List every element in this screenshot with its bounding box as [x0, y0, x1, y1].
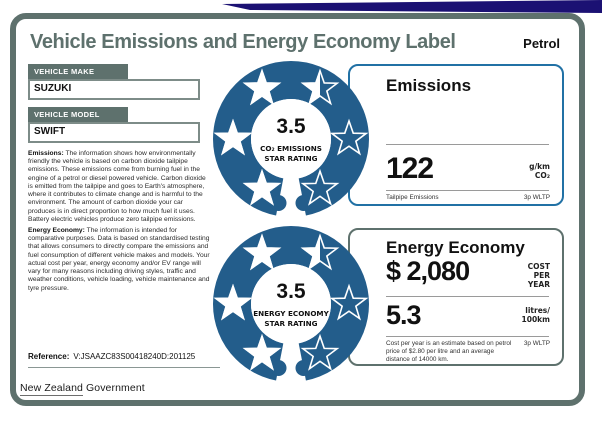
unit-per: PER — [533, 271, 550, 280]
star-icon — [213, 118, 253, 156]
star-icon — [242, 168, 282, 206]
divider — [386, 190, 549, 191]
vehicle-make-label: VEHICLE MAKE — [28, 64, 128, 79]
co2-emissions-star-badge: 3.5 CO₂ EMISSIONS STAR RATING — [213, 61, 369, 221]
unit-100km: 100km — [521, 315, 550, 324]
cost-estimate-footnote: Cost per year is an estimate based on pe… — [386, 340, 512, 363]
star-rating-caption-1: ENERGY ECONOMY — [253, 309, 329, 318]
page-title: Vehicle Emissions and Energy Economy Lab… — [30, 31, 456, 53]
tailpipe-emissions-caption: Tailpipe Emissions — [386, 194, 439, 201]
emissions-info-heading: Emissions: — [28, 149, 64, 157]
star-icon — [300, 333, 340, 371]
fuel-consumption-unit: litres/ 100km — [522, 306, 550, 324]
nz-government-wordmark: New Zealand Government — [20, 382, 145, 396]
star-icon — [213, 283, 253, 321]
vehicle-make-value: SUZUKI — [28, 79, 200, 100]
vehicle-model-value: SWIFT — [28, 122, 200, 143]
top-banner-ribbon — [222, 0, 602, 13]
energy-info-heading: Energy Economy: — [28, 226, 85, 234]
star-rating-value: 3.5 — [276, 280, 306, 303]
unit-cost: COST — [527, 262, 550, 271]
star-icon — [329, 283, 369, 321]
nz-government-part1: New Zealand — [20, 382, 83, 396]
star-icon — [242, 233, 282, 271]
star-icon — [300, 233, 340, 271]
energy-panel-title: Energy Economy — [386, 238, 525, 257]
energy-economy-panel: Energy Economy $ 2,080 COST PER YEAR 5.3… — [348, 228, 564, 366]
unit-litres: litres/ — [525, 306, 550, 315]
wltp-standard-caption: 3p WLTP — [523, 194, 550, 201]
star-icon — [242, 333, 282, 371]
unit-gkm: g/km — [529, 162, 550, 171]
star-rating-caption-1: CO₂ EMISSIONS — [260, 144, 322, 153]
star-icon — [242, 68, 282, 106]
emissions-panel-title: Emissions — [386, 76, 472, 95]
star-rating-caption-2: STAR RATING — [264, 154, 317, 163]
divider — [386, 296, 549, 297]
reference-label: Reference: — [28, 352, 70, 361]
divider — [386, 144, 549, 145]
fuel-type-badge: Petrol — [523, 36, 560, 51]
star-icon — [300, 168, 340, 206]
unit-year: YEAR — [527, 280, 550, 289]
energy-economy-star-badge: 3.5 ENERGY ECONOMY STAR RATING — [213, 226, 369, 386]
fuel-consumption-value: 5.3 — [386, 300, 422, 330]
emissions-info-text: The information shows how environmentall… — [28, 149, 206, 224]
divider — [386, 336, 549, 337]
reference-row: Reference: V:JSAAZC83S00418240D:201125 — [28, 352, 220, 368]
vehicle-model-label: VEHICLE MODEL — [28, 107, 128, 122]
wltp-standard-caption: 3p WLTP — [523, 340, 550, 347]
star-icon — [329, 118, 369, 156]
star-rating-value: 3.5 — [276, 115, 306, 138]
co2-emissions-unit: g/km CO₂ — [529, 162, 550, 180]
cost-per-year-value: $ 2,080 — [386, 256, 470, 286]
energy-info-text: The information is intended for comparat… — [28, 226, 210, 292]
nz-government-part2: Government — [86, 382, 145, 394]
star-rating-caption-2: STAR RATING — [264, 319, 317, 328]
reference-value: V:JSAAZC83S00418240D:201125 — [73, 352, 196, 361]
co2-emissions-value: 122 — [386, 152, 434, 185]
energy-info-paragraph: Energy Economy: The information is inten… — [28, 227, 212, 293]
star-icon — [300, 68, 340, 106]
emissions-info-paragraph: Emissions: The information shows how env… — [28, 150, 212, 225]
unit-co2: CO₂ — [534, 171, 550, 180]
cost-per-year-unit: COST PER YEAR — [528, 262, 550, 289]
emissions-panel: Emissions 122 g/km CO₂ Tailpipe Emission… — [348, 64, 564, 206]
